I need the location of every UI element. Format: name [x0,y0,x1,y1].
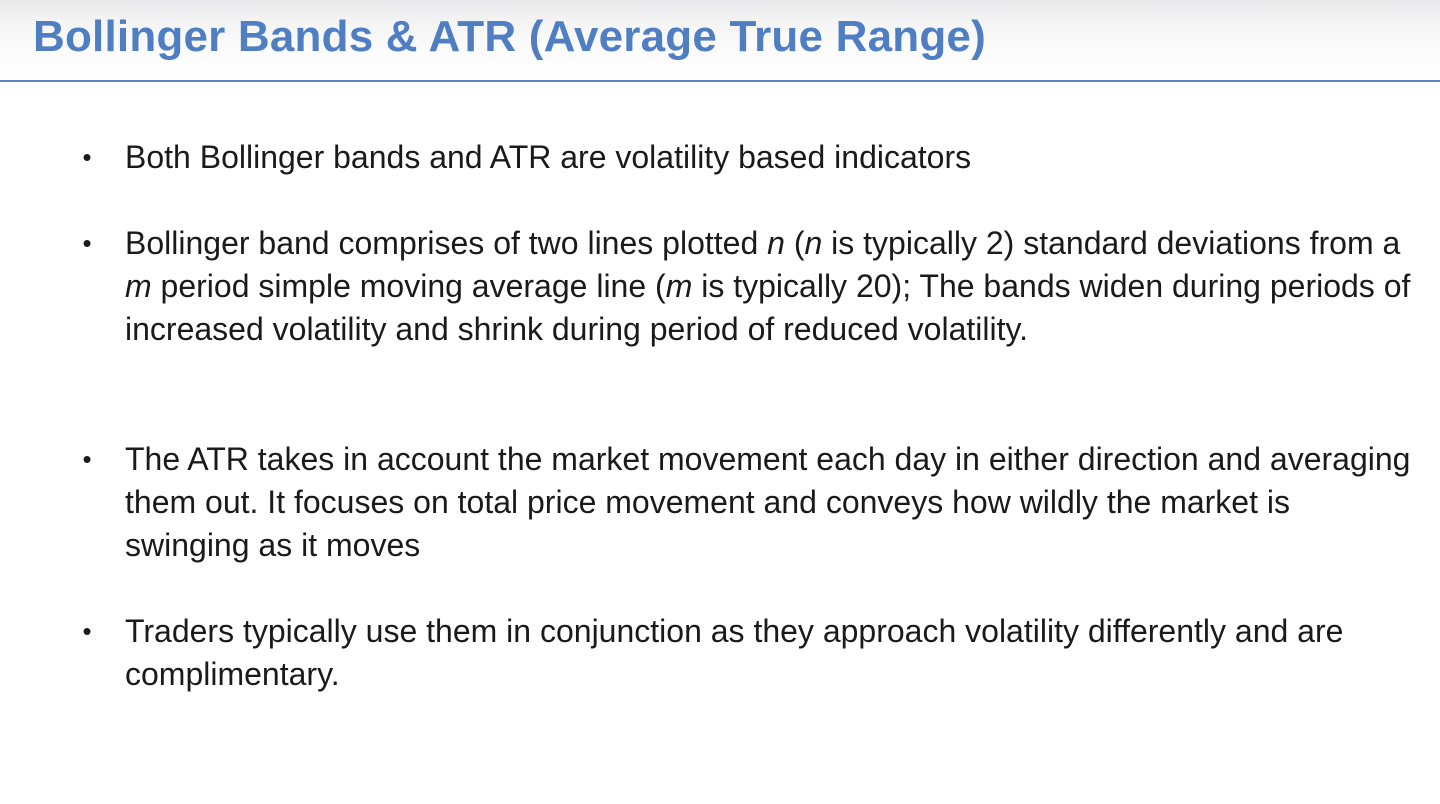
bullet-dot-icon: • [81,222,93,265]
bullet-dot-icon: • [81,610,93,653]
bullet-item: • The ATR takes in account the market mo… [125,438,1415,567]
bullet-text-segment: Bollinger band comprises of two lines pl… [125,225,767,261]
bullet-text-segment: period simple moving average line ( [152,268,666,304]
variable-n: n [804,225,822,261]
bullet-text: The ATR takes in account the market move… [125,441,1410,563]
bullet-item: • Both Bollinger bands and ATR are volat… [125,136,1415,179]
title-bar: Bollinger Bands & ATR (Average True Rang… [0,0,1440,82]
slide-title: Bollinger Bands & ATR (Average True Rang… [33,12,986,62]
bullet-text: Both Bollinger bands and ATR are volatil… [125,139,971,175]
bullet-text-segment: ( [785,225,805,261]
variable-m: m [666,268,693,304]
bullet-text-segment: is typically 2) standard deviations from… [822,225,1400,261]
bullet-item: • Traders typically use them in conjunct… [125,610,1415,696]
bullet-dot-icon: • [81,136,93,179]
variable-n: n [767,225,785,261]
bullet-text: Traders typically use them in conjunctio… [125,613,1343,692]
bullet-item: • Bollinger band comprises of two lines … [125,222,1415,351]
variable-m: m [125,268,152,304]
bullet-dot-icon: • [81,438,93,481]
